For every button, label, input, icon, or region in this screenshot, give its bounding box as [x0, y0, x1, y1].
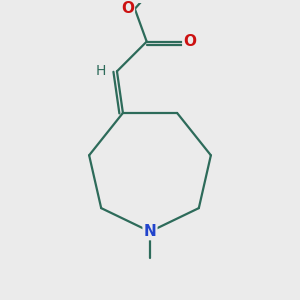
Text: H: H	[95, 64, 106, 78]
Text: O: O	[121, 2, 134, 16]
Text: O: O	[183, 34, 196, 49]
Text: N: N	[144, 224, 156, 239]
